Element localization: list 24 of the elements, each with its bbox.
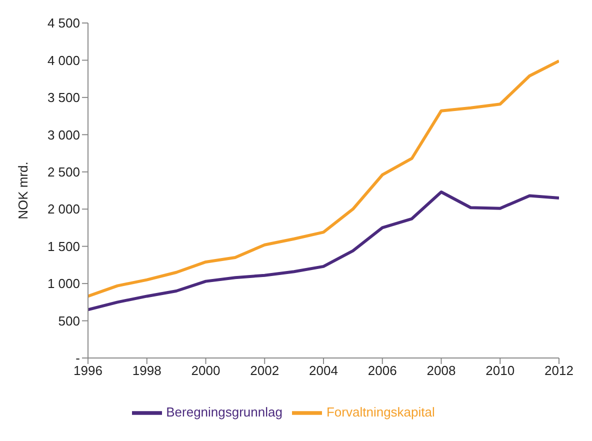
y-tick-label: 2 500 [47, 164, 80, 180]
y-tick-label: 4 500 [47, 16, 80, 31]
x-tick-label: 2000 [191, 363, 220, 378]
x-tick-label: 2004 [309, 363, 338, 378]
y-tick-label: 4 000 [47, 52, 80, 68]
y-tick-label: 3 000 [47, 127, 80, 142]
y-tick-label: 2 000 [47, 202, 80, 217]
x-tick-label: 1996 [74, 363, 102, 378]
y-tick-label: 1 500 [47, 238, 80, 254]
y-tick-label: - [76, 350, 80, 366]
y-axis-title: NOK mrd. [16, 162, 31, 220]
x-tick-label: 2012 [544, 363, 574, 378]
y-tick-label: 3 500 [47, 90, 80, 106]
x-tick-label: 2006 [368, 363, 397, 378]
line-series [88, 59, 559, 298]
x-tick-label: 2008 [426, 363, 456, 378]
x-tick-label: 1998 [132, 363, 162, 378]
x-tick-label: 2002 [250, 363, 280, 378]
legend-label: Forvaltningskapital [326, 404, 435, 420]
line-series [88, 190, 559, 312]
y-tick-label: 500 [58, 313, 80, 328]
legend-label: Beregningsgrunnlag [166, 404, 282, 420]
x-tick-label: 2010 [486, 363, 515, 378]
y-tick-label: 1 000 [47, 276, 80, 292]
